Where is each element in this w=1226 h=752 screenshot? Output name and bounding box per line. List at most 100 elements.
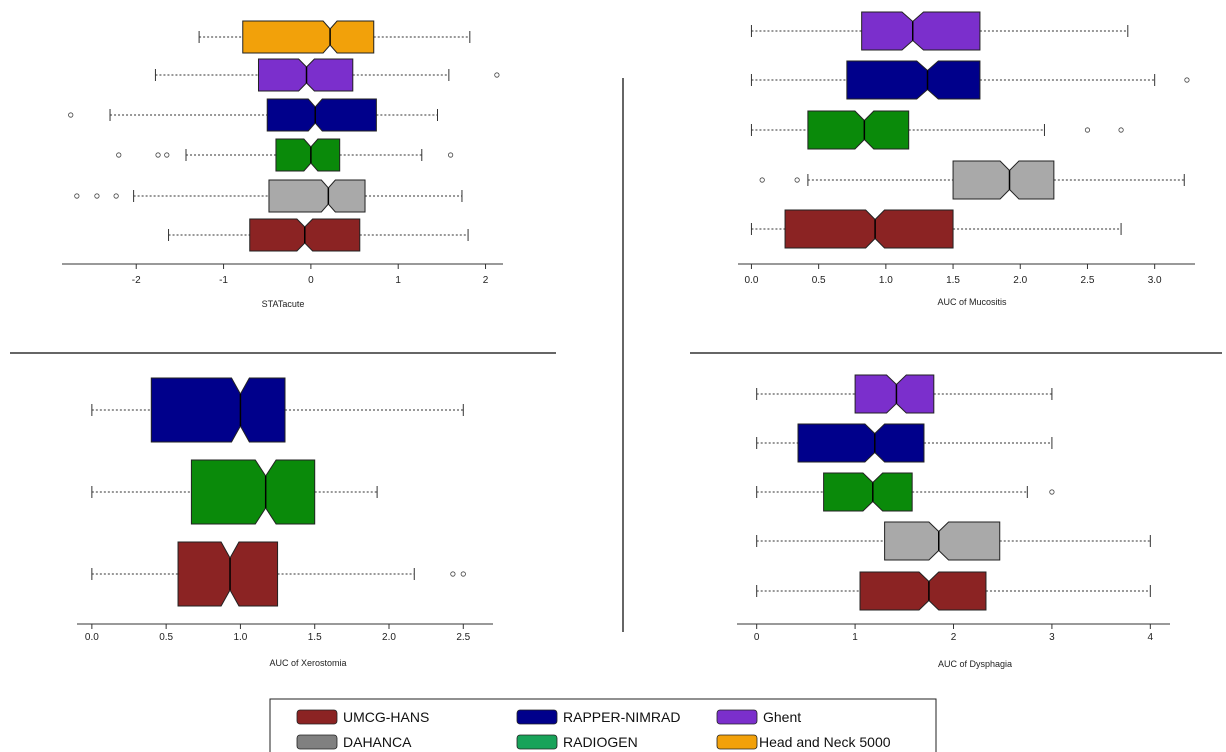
legend-item-dahanca: DAHANCA — [296, 734, 412, 750]
outlier-point — [1049, 489, 1055, 495]
box-ghent — [750, 11, 1129, 51]
box-umcg-hans — [756, 571, 1151, 611]
notched-box — [268, 179, 366, 213]
x-tick-label: 2.0 — [1013, 275, 1027, 286]
legend-swatch-head-and-neck-5000 — [716, 734, 758, 750]
x-tick-label: 3.0 — [1148, 275, 1162, 286]
notched-box — [797, 423, 925, 463]
x-tick-label: 2.0 — [382, 632, 396, 643]
legend-item-ghent: Ghent — [716, 709, 801, 725]
notched-box — [257, 58, 354, 92]
legend-label-dahanca: DAHANCA — [343, 734, 412, 750]
x-axis-title: AUC of Xerostomia — [269, 658, 346, 668]
box-rapper-nimrad — [750, 60, 1190, 100]
outlier-point — [494, 72, 500, 78]
x-tick-label: 1.5 — [946, 275, 960, 286]
box-umcg-hans — [168, 218, 469, 252]
legend-swatch-ghent — [716, 709, 758, 725]
notched-box — [859, 571, 987, 611]
x-tick-label: 0.0 — [85, 632, 99, 643]
x-tick-label: -1 — [219, 275, 228, 286]
x-tick-label: -2 — [132, 275, 141, 286]
box-rapper-nimrad — [756, 423, 1053, 463]
x-tick-label: 0.0 — [744, 275, 758, 286]
legend-swatch-radiogen — [516, 734, 558, 750]
box-rapper-nimrad — [68, 98, 439, 132]
x-tick-label: 4 — [1148, 632, 1154, 643]
notched-box — [846, 60, 981, 100]
box-dahanca — [759, 160, 1185, 200]
notched-box — [807, 110, 910, 150]
outlier-point — [94, 193, 100, 199]
x-tick-label: 2 — [483, 275, 489, 286]
x-tick-label: 2.5 — [456, 632, 470, 643]
x-tick-label: 1.5 — [308, 632, 322, 643]
notched-box — [177, 541, 279, 607]
x-tick-label: 0.5 — [159, 632, 173, 643]
x-axis-title: AUC of Mucositis — [937, 297, 1007, 307]
outlier-point — [116, 152, 122, 158]
outlier-point — [164, 152, 170, 158]
legend-item-rapper-nimrad: RAPPER-NIMRAD — [516, 709, 680, 725]
legend: UMCG-HANS RAPPER-NIMRAD Ghent DAHANCA RA… — [269, 698, 937, 752]
notched-box — [784, 209, 954, 249]
notched-box — [266, 98, 377, 132]
legend-frame — [269, 698, 937, 752]
x-tick-label: 1.0 — [879, 275, 893, 286]
box-ghent — [154, 58, 500, 92]
box-rapper-nimrad — [91, 377, 464, 443]
outlier-point — [1118, 127, 1124, 133]
panel-auc-of-dysphagia: 0 1 2 3 4 AUC of Dysphagia — [737, 374, 1170, 669]
box-radiogen — [116, 138, 454, 172]
legend-swatch-umcg-hans — [296, 709, 338, 725]
legend-item-head-and-neck-5000: Head and Neck 5000 — [716, 734, 891, 750]
notched-box — [952, 160, 1055, 200]
box-radiogen — [750, 110, 1124, 150]
outlier-point — [68, 112, 74, 118]
box-dahanca — [756, 521, 1151, 561]
x-tick-label: 0 — [754, 632, 760, 643]
box-radiogen — [756, 472, 1055, 512]
notched-box — [884, 521, 1001, 561]
x-tick-label: 0 — [308, 275, 314, 286]
outlier-point — [794, 177, 800, 183]
legend-label-rapper-nimrad: RAPPER-NIMRAD — [563, 709, 680, 725]
outlier-point — [450, 571, 456, 577]
box-dahanca — [74, 179, 463, 213]
outlier-point — [74, 193, 80, 199]
notched-box — [150, 377, 286, 443]
x-axis-title: STATacute — [262, 299, 305, 309]
x-tick-label: 3 — [1049, 632, 1055, 643]
box-umcg-hans — [750, 209, 1122, 249]
outlier-point — [759, 177, 765, 183]
outlier-point — [113, 193, 119, 199]
legend-label-radiogen: RADIOGEN — [563, 734, 638, 750]
panel-auc-of-mucositis: 0.0 0.5 1.0 1.5 2.0 2.5 3.0 AUC of Mucositis — [738, 11, 1195, 307]
notched-box — [854, 374, 935, 414]
notched-box — [190, 459, 316, 525]
panels: -2 -1 0 1 2 STATacute 0.0 0.5 1.0 1.5 2.0 2.5 3.0 AUC… — [62, 11, 1195, 669]
box-umcg-hans — [91, 541, 466, 607]
legend-label-umcg-hans: UMCG-HANS — [343, 709, 429, 725]
legend-label-head-and-neck-5000: Head and Neck 5000 — [759, 734, 891, 750]
legend-item-radiogen: RADIOGEN — [516, 734, 638, 750]
box-head-and-neck-5000 — [198, 20, 471, 54]
outlier-point — [460, 571, 466, 577]
x-tick-label: 1 — [395, 275, 401, 286]
panel-statacute: -2 -1 0 1 2 STATacute — [62, 20, 503, 309]
notched-box — [861, 11, 981, 51]
notched-box — [242, 20, 375, 54]
x-tick-label: 0.5 — [812, 275, 826, 286]
x-tick-label: 1.0 — [233, 632, 247, 643]
outlier-point — [1184, 77, 1190, 83]
box-radiogen — [91, 459, 378, 525]
x-tick-label: 1 — [852, 632, 858, 643]
outlier-point — [155, 152, 161, 158]
x-tick-label: 2 — [951, 632, 957, 643]
outlier-point — [1084, 127, 1091, 133]
legend-swatch-dahanca — [296, 734, 338, 750]
legend-swatch-rapper-nimrad — [516, 709, 558, 725]
legend-item-umcg-hans: UMCG-HANS — [296, 709, 429, 725]
x-axis-title: AUC of Dysphagia — [938, 659, 1012, 669]
